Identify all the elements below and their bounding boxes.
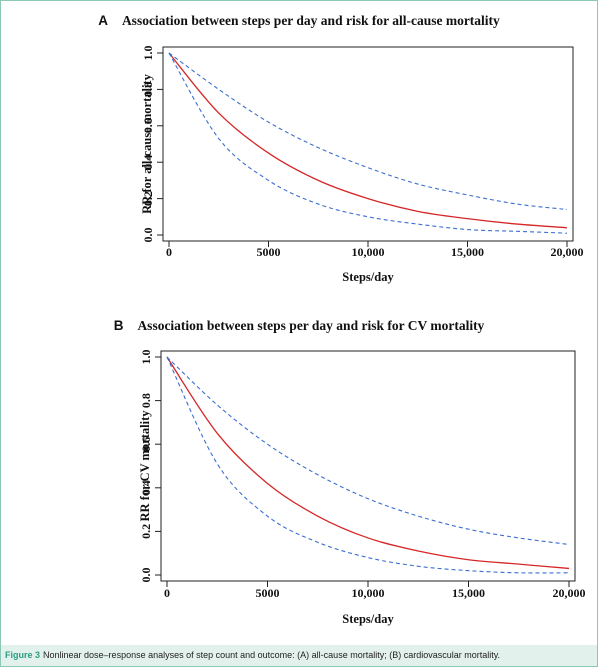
- x-tick-label: 10,000: [352, 245, 385, 259]
- series-line-lower: [166, 356, 570, 574]
- x-tick-label: 15,000: [452, 586, 485, 600]
- y-tick-label: 0.2: [139, 524, 153, 539]
- x-tick-label: 20,000: [551, 245, 584, 259]
- y-axis-label: RR for CV mortality: [138, 410, 152, 522]
- chart-a: 0 5000 10,000 15,000 20,000 0.0 0.2 0.4 0.6 0.8 1.…: [140, 46, 584, 285]
- y-tick-label: 0.4: [139, 480, 153, 495]
- y-tick-label: 0.0: [139, 568, 153, 583]
- y-tick-label: 1.0: [139, 350, 153, 365]
- x-axis-label: Steps/day: [342, 612, 394, 626]
- series-line-upper: [166, 356, 570, 546]
- x-tick-label: 20,000: [553, 586, 586, 600]
- series-line-estimate: [168, 52, 568, 229]
- x-tick-label: 0: [164, 586, 170, 600]
- caption-text: Nonlinear dose–response analyses of step…: [43, 650, 501, 660]
- x-tick-label: 10,000: [352, 586, 385, 600]
- y-tick-label: 0.4: [141, 155, 155, 170]
- series-line-upper: [168, 52, 568, 211]
- panel-b-letter: B: [113, 318, 124, 333]
- y-axis-label: RR for all-cause mortality: [140, 73, 154, 213]
- panel-a-title-text: Association between steps per day and ri…: [121, 13, 500, 28]
- y-tick-label: 1.0: [141, 46, 155, 61]
- figure-caption: Figure 3 Nonlinear dose–response analyses…: [1, 645, 597, 666]
- y-tick-label: 0.6: [141, 118, 155, 133]
- x-axis-label: Steps/day: [342, 270, 394, 284]
- y-tick-label: 0.0: [141, 228, 155, 243]
- y-tick-label: 0.8: [141, 82, 155, 97]
- x-tick-label: 15,000: [451, 245, 484, 259]
- panel-a-title: A Association between steps per day and r…: [1, 13, 597, 29]
- plot-frame: [160, 350, 576, 582]
- x-tick-label: 0: [166, 245, 172, 259]
- y-tick-label: 0.2: [141, 191, 155, 206]
- y-tick-label: 0.8: [139, 393, 153, 408]
- panel-b-title: B Association between steps per day and r…: [1, 318, 597, 334]
- chart-b: 0 5000 10,000 15,000 20,000 0.0 0.2 0.4 0.6 0.8 1.…: [138, 350, 586, 627]
- panel-a-letter: A: [98, 13, 108, 28]
- plot-frame: [162, 46, 574, 242]
- series-line-lower: [168, 52, 568, 234]
- caption-label: Figure 3: [5, 650, 41, 660]
- x-tick-label: 5000: [256, 586, 280, 600]
- panel-b-title-text: Association between steps per day and ri…: [137, 318, 485, 333]
- y-tick-label: 0.6: [139, 437, 153, 452]
- x-tick-label: 5000: [257, 245, 281, 259]
- series-line-estimate: [166, 356, 570, 570]
